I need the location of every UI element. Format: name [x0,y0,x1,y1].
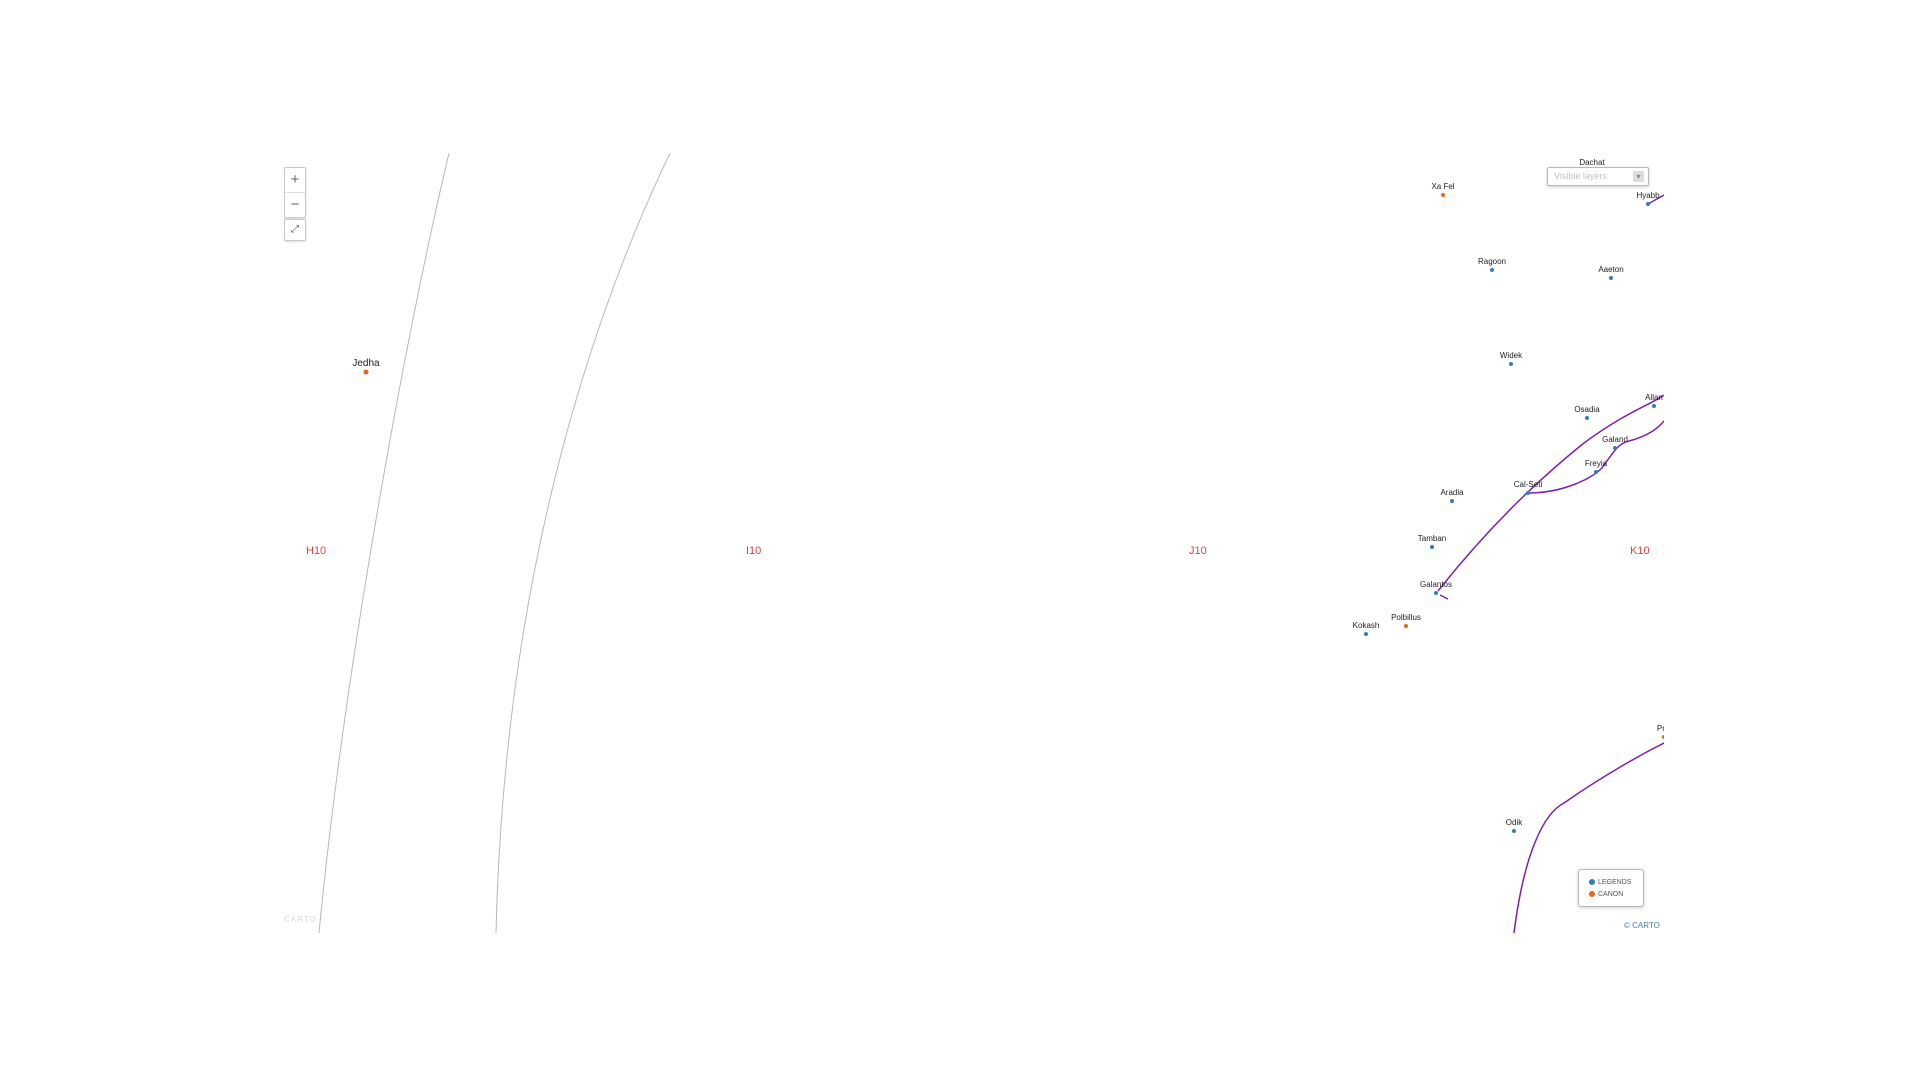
grid-sector-label: I10 [746,545,762,557]
planet-label: Pral [1657,724,1664,733]
hyperlane-route [1437,394,1664,592]
planet-dot[interactable] [1662,735,1664,739]
legends-dot-icon [1589,879,1595,885]
planet-marker[interactable]: Galand [1602,435,1628,450]
planet-label: Osadia [1574,405,1600,414]
planet-marker[interactable]: Galantos [1420,580,1452,595]
planet-label: Aaeton [1598,265,1623,274]
planet-dot[interactable] [1646,202,1650,206]
planet-dot[interactable] [1526,491,1530,495]
planet-marker[interactable]: Tamban [1418,534,1446,549]
planet-label: Allan [1645,393,1663,402]
canon-dot-icon [1589,891,1595,897]
planet-label: Dachat [1579,158,1605,167]
planet-marker[interactable]: Aaeton [1598,265,1624,280]
chevron-down-icon[interactable]: ▾ [1633,171,1644,182]
region-border-line [495,153,671,933]
map-canvas[interactable]: Jedha Xa Fel Dachat Hyabb Ragoon Aaeton Widek A… [284,153,1664,933]
planet-marker[interactable]: Hyabb [1636,191,1660,206]
planet-label: Cal-Seti [1514,480,1543,489]
planet-label: Freyia [1585,459,1608,468]
planet-dot[interactable] [1434,591,1438,595]
grid-sector-label: K10 [1630,545,1650,557]
planet-marker[interactable]: Aradia [1440,488,1464,503]
hyperlane-route [1647,194,1664,205]
planet-dot[interactable] [1512,829,1516,833]
planet-marker[interactable]: Ragoon [1478,257,1506,272]
hyperlane-route [1513,742,1664,933]
planet-dot[interactable] [1509,362,1513,366]
hyperlanes [1437,194,1664,933]
planet-marker[interactable]: Pral [1657,724,1664,739]
planet-marker[interactable]: Widek [1500,351,1523,366]
planet-label: Ragoon [1478,257,1506,266]
planet-dot[interactable] [1585,416,1589,420]
planet-label: Polbillus [1391,613,1421,622]
planet-dot[interactable] [1404,624,1408,628]
planet-label: Odik [1506,818,1523,827]
planet-dot[interactable] [1364,632,1368,636]
planet-marker[interactable]: Dachat [1579,158,1605,167]
planet-marker[interactable]: Allan [1645,393,1663,408]
zoom-in-button[interactable]: + [290,171,300,188]
planet-dot[interactable] [1594,470,1598,474]
planet-dot[interactable] [1450,499,1454,503]
planet-dot[interactable] [1609,276,1613,280]
planet-dot[interactable] [1490,268,1494,272]
planet-label: Widek [1500,351,1523,360]
planet-marker[interactable]: Cal-Seti [1514,480,1543,495]
planet-marker[interactable]: Freyia [1585,459,1608,474]
region-border-line [318,153,450,933]
planet-dot[interactable] [1430,545,1434,549]
planet-label: Hyabb [1636,191,1660,200]
hyperlane-route [1439,594,1449,600]
grid-sector-label: H10 [306,545,327,557]
planet-marker[interactable]: Jedha [352,358,380,375]
galaxy-map[interactable]: Jedha Xa Fel Dachat Hyabb Ragoon Aaeton Widek A… [284,153,1664,933]
planet-marker[interactable]: Xa Fel [1431,182,1455,197]
planet-label: Jedha [352,358,380,369]
region-borders [318,153,671,933]
legend-label: LEGENDS [1598,878,1632,886]
planet-dot[interactable] [363,369,369,375]
legend-item-legends: LEGENDS [1589,876,1643,888]
planet-marker[interactable]: Osadia [1574,405,1600,420]
visible-layers-selector[interactable]: Visible layers ▾ [1547,167,1649,186]
planet-label: Galantos [1420,580,1452,589]
visible-layers-placeholder: Visible layers [1554,171,1607,181]
fullscreen-button[interactable]: ⤢ [284,219,306,241]
attribution-link[interactable]: © CARTO [1624,921,1660,930]
legend-label: CANON [1598,890,1624,898]
planet-marker[interactable]: Kokash [1353,621,1380,636]
planet-marker[interactable]: Odik [1506,818,1523,833]
carto-watermark: CARTO [284,915,317,924]
planet-dot[interactable] [1652,404,1656,408]
zoom-out-button[interactable]: − [285,192,305,217]
planet-label: Tamban [1418,534,1446,543]
planet-label: Kokash [1353,621,1380,630]
hyperlane-route [1527,420,1664,494]
map-legend: LEGENDS CANON [1578,869,1644,907]
planet-label: Aradia [1440,488,1464,497]
planet-label: Xa Fel [1431,182,1454,191]
planet-label: Galand [1602,435,1628,444]
planet-layer: Jedha Xa Fel Dachat Hyabb Ragoon Aaeton Widek A… [352,158,1664,833]
fullscreen-icon: ⤢ [291,224,299,235]
legend-item-canon: CANON [1589,888,1643,900]
grid-sector-label: J10 [1189,545,1207,557]
planet-marker[interactable]: Polbillus [1391,613,1421,628]
zoom-control: + − [284,167,306,218]
planet-dot[interactable] [1613,446,1617,450]
planet-dot[interactable] [1441,193,1445,197]
